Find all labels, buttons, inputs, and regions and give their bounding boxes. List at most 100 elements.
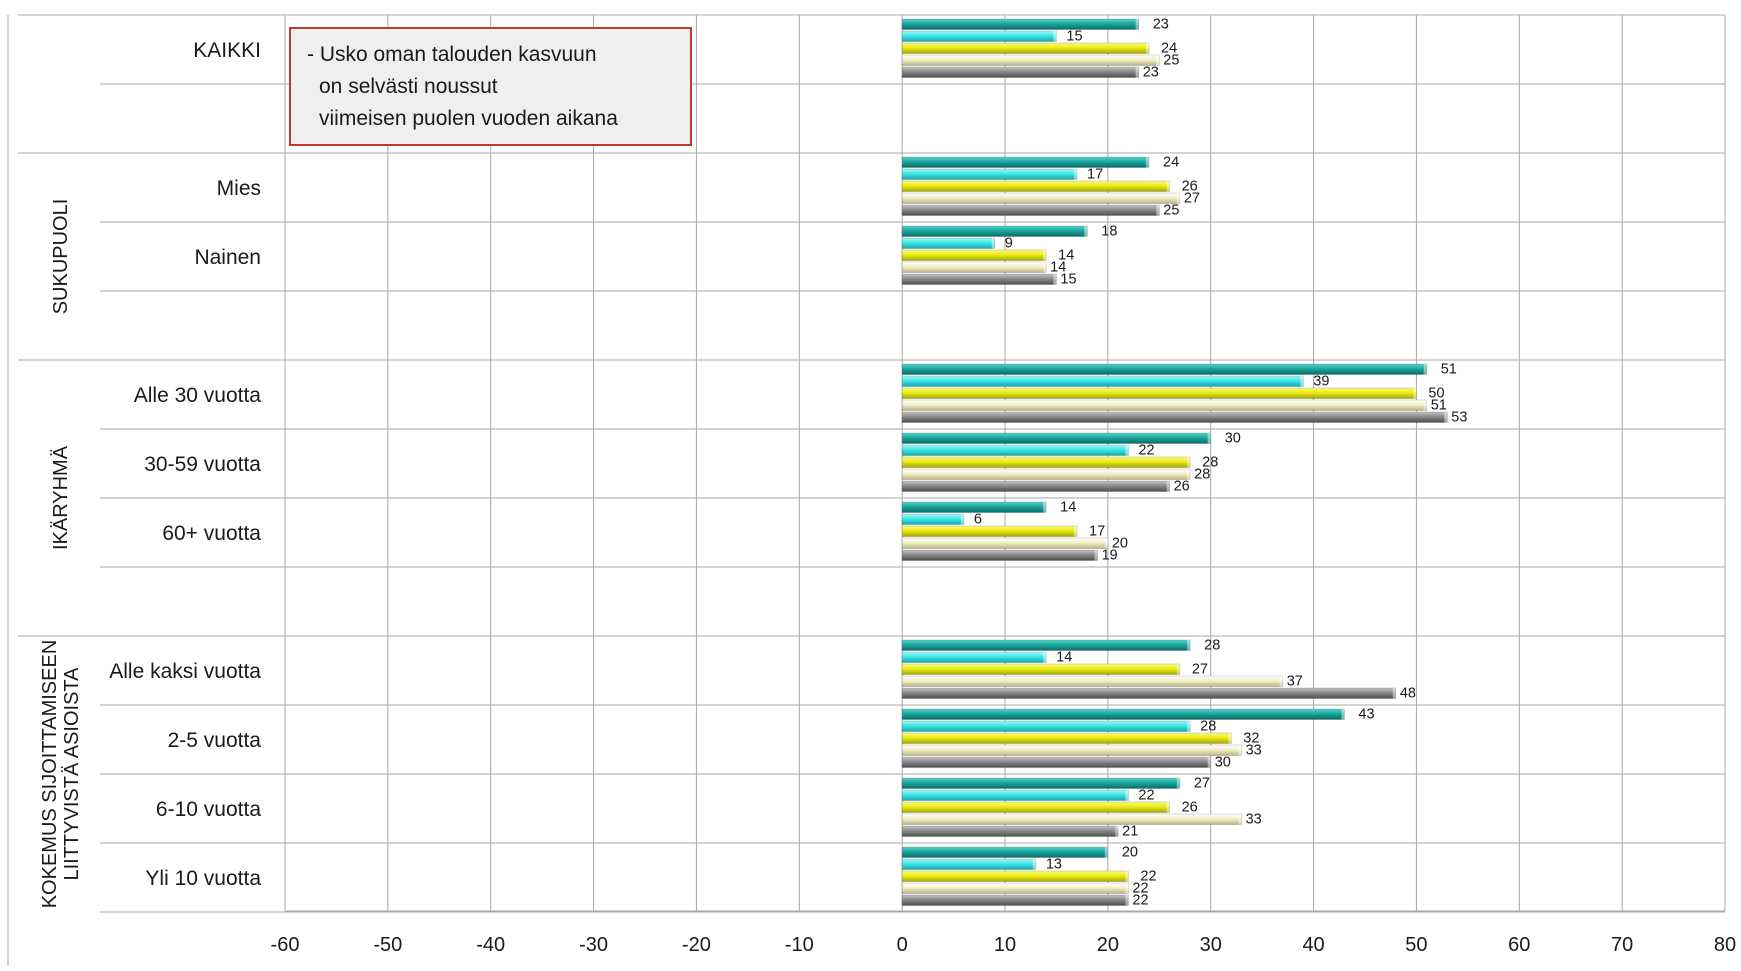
bar-cap: [1146, 43, 1149, 54]
bar-cap: [1125, 883, 1129, 894]
data-label: 37: [1287, 674, 1303, 690]
bar: [901, 480, 1170, 492]
x-tick-label: -30: [579, 934, 608, 956]
data-label: 30: [1215, 755, 1231, 771]
annotation-line: on selvästi noussut: [319, 75, 498, 98]
category-label: 6-10 vuotta: [156, 798, 261, 821]
data-label: 33: [1246, 812, 1262, 828]
bar-cap: [1074, 526, 1077, 537]
bar-cap: [1094, 550, 1098, 561]
data-label: 27: [1184, 191, 1200, 207]
x-tick-label: 50: [1405, 934, 1427, 956]
bar-cap: [1300, 376, 1304, 387]
bar-cap: [1341, 709, 1345, 720]
group-label: IKÄRYHMÄ: [50, 445, 72, 550]
data-label: 24: [1161, 41, 1177, 57]
bar: [901, 261, 1047, 273]
data-label: 22: [1132, 881, 1148, 897]
bar-cap: [960, 514, 964, 525]
data-label: 20: [1122, 845, 1138, 861]
data-label: 26: [1182, 179, 1198, 195]
bar: [901, 537, 1109, 549]
category-label: 30-59 vuotta: [144, 453, 261, 476]
bar-cap: [1125, 871, 1129, 882]
data-label: 20: [1112, 536, 1128, 552]
group-label: LIITTYVISTÄ ASIOISTA: [61, 667, 83, 881]
data-label: 14: [1050, 260, 1066, 276]
data-label: 27: [1192, 662, 1208, 678]
bar: [901, 180, 1170, 192]
bar-cap: [1423, 400, 1427, 411]
bar: [901, 399, 1428, 411]
bar-cap: [1125, 790, 1129, 801]
bar-cap: [1423, 364, 1427, 375]
group-label: KOKEMUS SIJOITTAMISEEN: [39, 640, 61, 909]
bar: [901, 846, 1109, 858]
bar: [901, 513, 965, 525]
bar: [901, 204, 1160, 216]
x-tick-label: -60: [271, 934, 300, 956]
bar-cap: [1053, 31, 1057, 42]
data-label: 26: [1174, 479, 1190, 495]
bar-cap: [1043, 250, 1047, 261]
bar: [901, 777, 1181, 789]
bar-cap: [1187, 457, 1191, 468]
bar: [901, 456, 1191, 468]
category-label: KAIKKI: [193, 39, 261, 62]
data-label: 6: [974, 512, 982, 528]
bar: [901, 525, 1078, 537]
data-label: 50: [1428, 386, 1444, 402]
data-label: 22: [1132, 893, 1148, 909]
category-label: 60+ vuotta: [162, 522, 261, 545]
annotation-line: viimeisen puolen vuoden aikana: [319, 107, 618, 130]
data-label: 53: [1451, 410, 1467, 426]
category-label: Yli 10 vuotta: [145, 867, 261, 890]
category-label: Nainen: [194, 246, 261, 269]
data-label: 15: [1060, 272, 1076, 288]
bar: [901, 411, 1448, 423]
bar: [901, 273, 1057, 285]
bar-cap: [1074, 169, 1077, 180]
x-tick-label: 60: [1508, 934, 1530, 956]
bar-cap: [1104, 847, 1108, 858]
bar-cap: [1084, 226, 1088, 237]
data-label: 14: [1056, 650, 1072, 666]
bar: [901, 639, 1191, 651]
bar: [901, 894, 1129, 906]
x-tick-label: 0: [897, 934, 908, 956]
bar: [901, 675, 1284, 687]
bar-cap: [1413, 388, 1417, 399]
data-label: 43: [1358, 707, 1374, 723]
bar: [901, 549, 1098, 561]
x-tick-label: -10: [785, 934, 814, 956]
bar: [901, 882, 1129, 894]
bar: [901, 192, 1181, 204]
bar-cap: [991, 238, 995, 249]
bar-cap: [1043, 502, 1047, 513]
data-label: 15: [1066, 29, 1082, 45]
gridlines: [284, 15, 1726, 911]
x-tick-label: -20: [682, 934, 711, 956]
category-label: Alle 30 vuotta: [134, 384, 262, 407]
bar-cap: [1166, 802, 1170, 813]
data-label: 28: [1200, 719, 1216, 735]
bar: [901, 687, 1397, 699]
data-label: 21: [1122, 824, 1138, 840]
labels: -60 -50 -40 -30 -20 -10 0 10 20 30 40 50 60 70 80 SUKUP…: [39, 17, 1736, 957]
bar-cap: [1104, 538, 1108, 549]
bar-cap: [1043, 262, 1047, 273]
x-tick-label: 20: [1097, 934, 1119, 956]
bar: [901, 18, 1140, 30]
bar: [901, 813, 1242, 825]
bar: [901, 30, 1057, 42]
data-label: 9: [1005, 236, 1013, 252]
bar: [901, 801, 1170, 813]
bar: [901, 789, 1129, 801]
data-label: 23: [1153, 17, 1169, 33]
bar: [901, 42, 1150, 54]
bar-cap: [1207, 757, 1211, 768]
data-label: 22: [1138, 443, 1154, 459]
data-label: 14: [1058, 248, 1074, 264]
bar-cap: [1207, 433, 1211, 444]
category-label: Mies: [217, 177, 261, 200]
